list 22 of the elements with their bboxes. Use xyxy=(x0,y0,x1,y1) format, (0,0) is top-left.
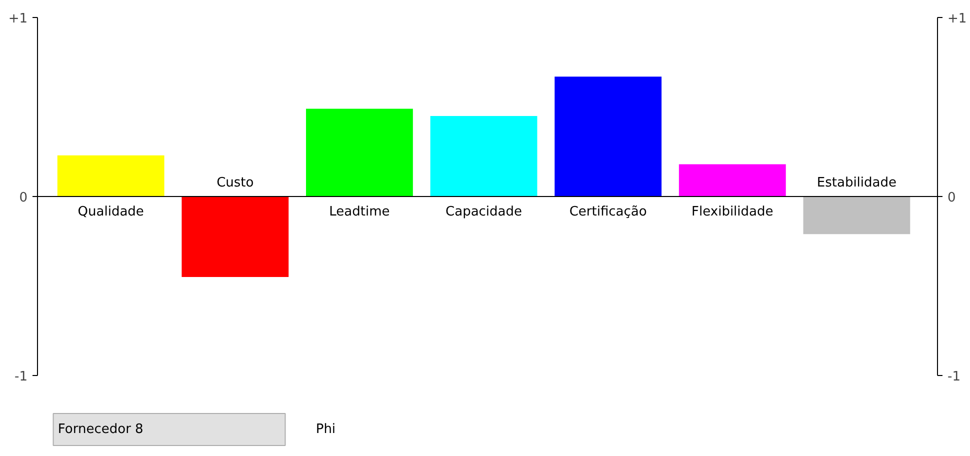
y2-tick-label: -1 xyxy=(948,370,960,384)
bar xyxy=(57,155,164,196)
bar xyxy=(306,108,413,196)
text: Phi xyxy=(316,422,336,437)
bar xyxy=(182,196,289,278)
x-tick-label: Certificação xyxy=(569,204,647,220)
y2-tick-label: +1 xyxy=(948,12,967,26)
bar xyxy=(430,116,538,196)
bar xyxy=(803,196,910,234)
y-tick-label: 0 xyxy=(19,190,28,206)
x-tick-label: Flexibilidade xyxy=(692,204,774,220)
bar xyxy=(554,76,662,196)
x-tick-label: Custo xyxy=(216,176,254,190)
x-tick-label: Estabilidade xyxy=(816,176,897,190)
x-tick-label: Leadtime xyxy=(329,204,390,220)
bar xyxy=(678,164,786,196)
x-tick-label: Qualidade xyxy=(78,204,144,220)
y-tick-label: -1 xyxy=(14,370,28,384)
x-tick-label: Capacidade xyxy=(446,204,522,220)
y2-tick-label: 0 xyxy=(948,190,956,206)
text: Fornecedor 8 xyxy=(58,422,144,437)
y-tick-label: +1 xyxy=(8,12,28,26)
